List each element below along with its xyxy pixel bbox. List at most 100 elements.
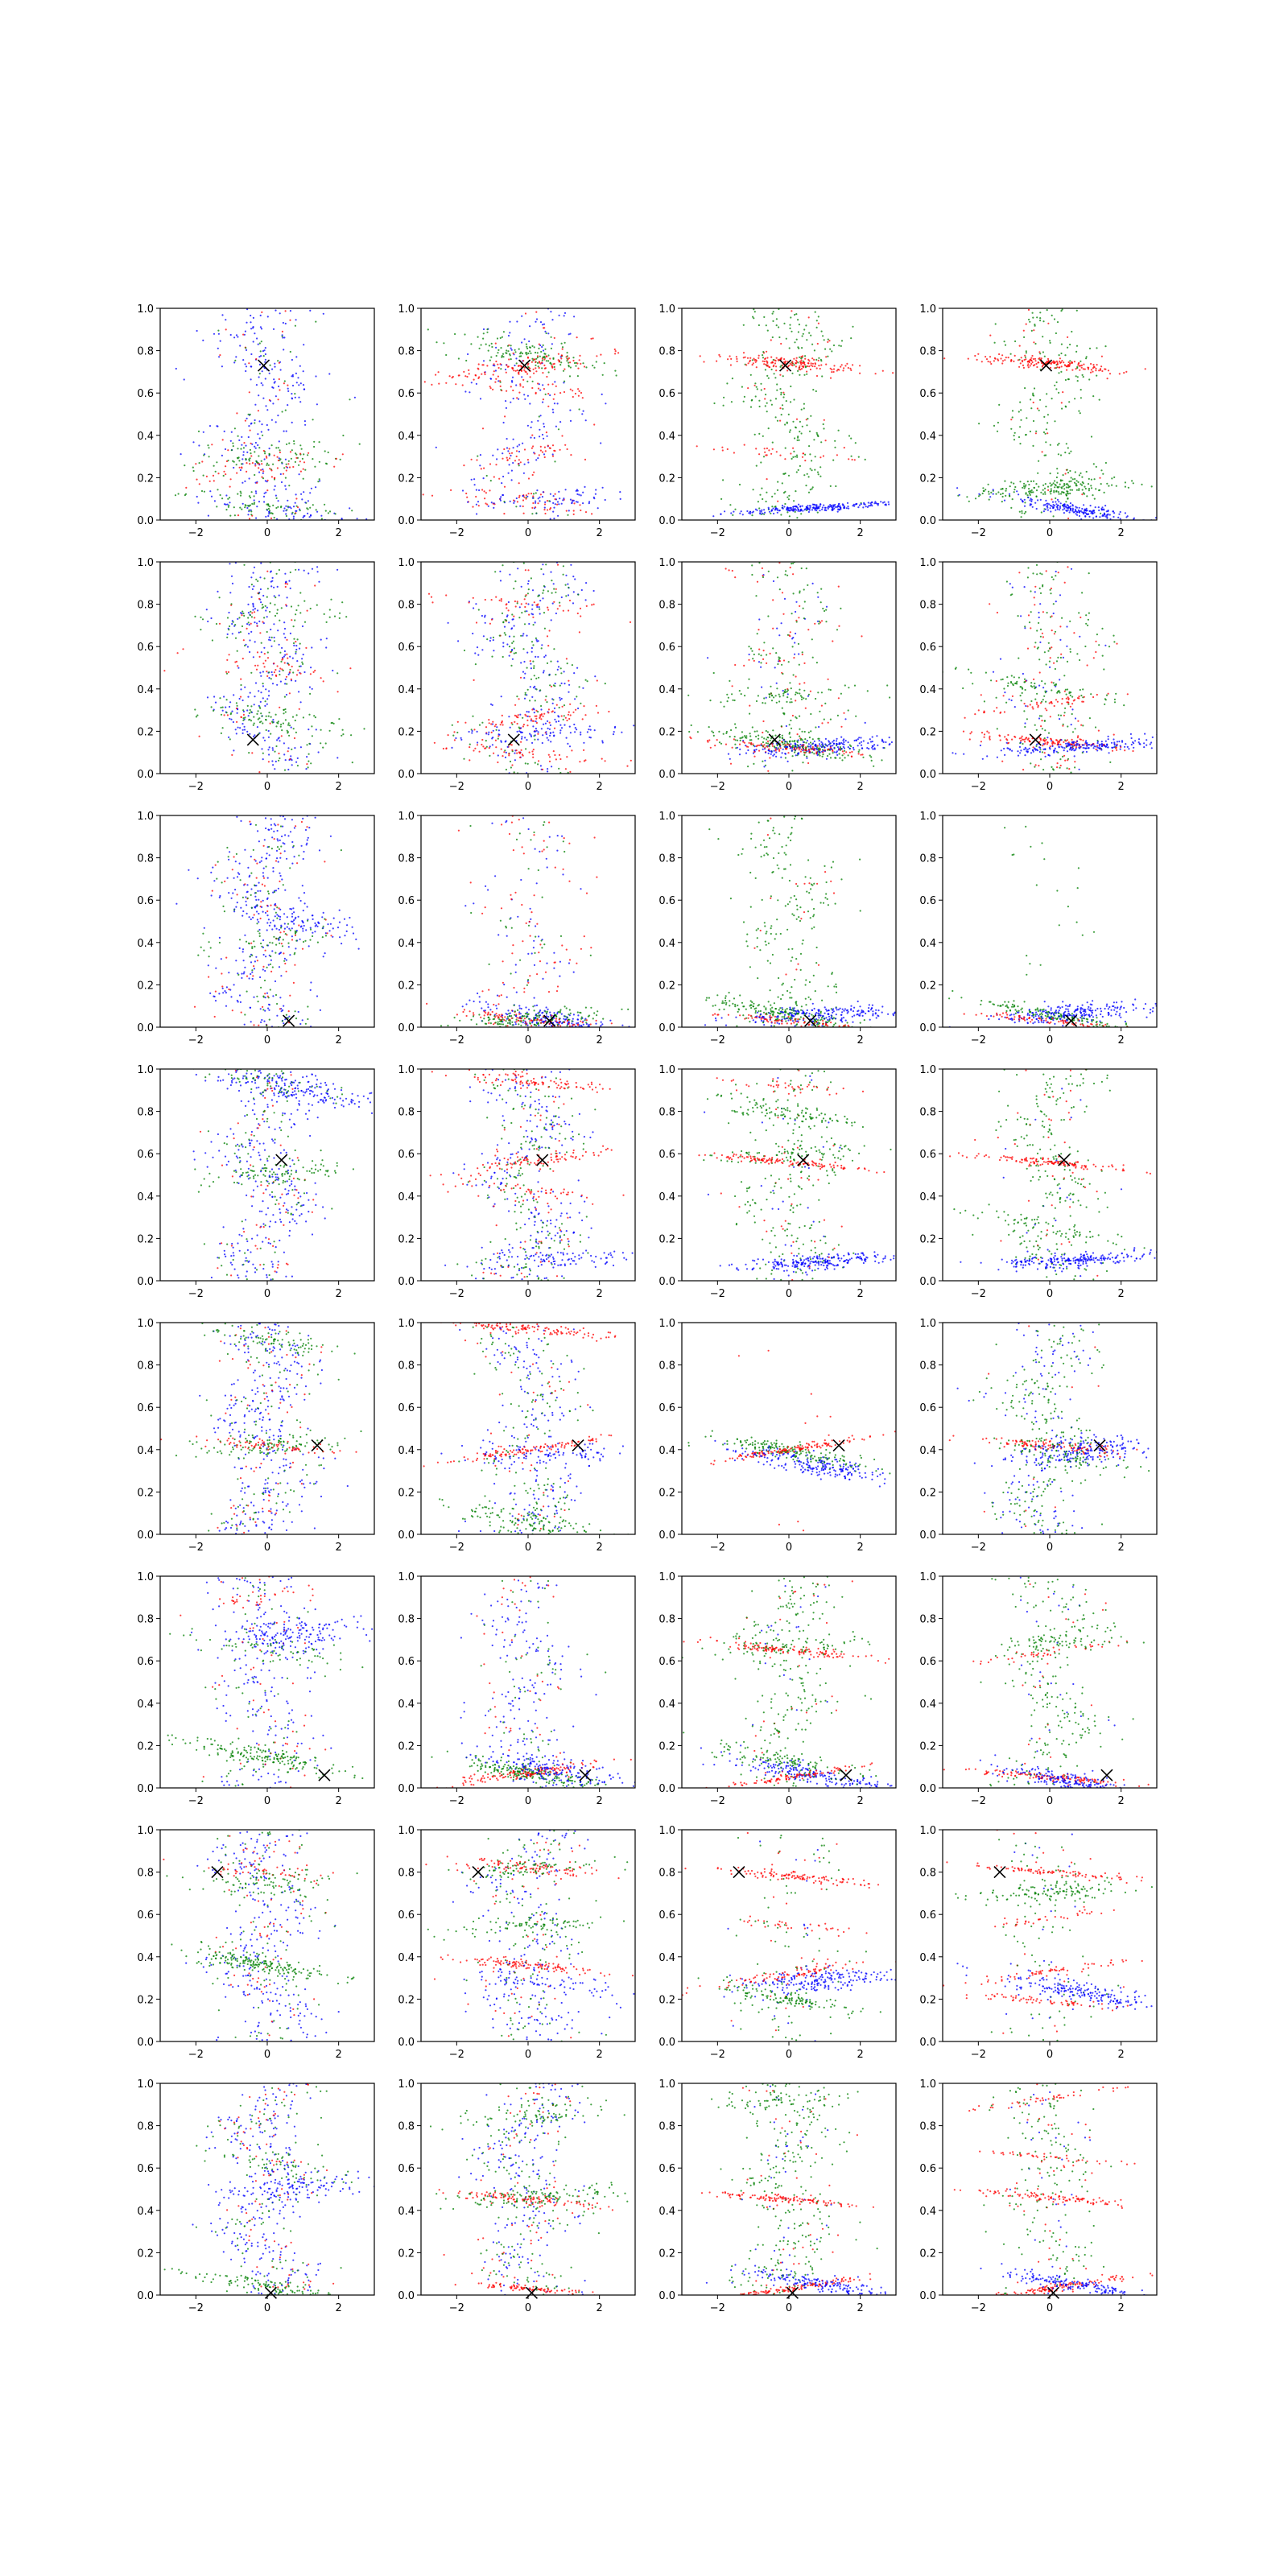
red-point — [514, 460, 517, 462]
blue-point — [580, 494, 582, 497]
blue-point — [260, 328, 263, 330]
green-point — [1045, 454, 1047, 456]
blue-point — [510, 349, 513, 351]
red-point — [511, 764, 514, 766]
green-point — [558, 706, 560, 709]
blue-point — [246, 451, 249, 454]
blue-point — [292, 515, 295, 518]
red-point — [804, 707, 807, 709]
red-point — [789, 566, 791, 569]
blue-point — [852, 505, 854, 507]
green-point — [1051, 398, 1053, 400]
blue-point — [755, 749, 758, 751]
red-point — [811, 748, 813, 750]
green-point — [847, 709, 849, 712]
green-point — [800, 698, 803, 700]
blue-point — [730, 512, 733, 514]
green-point — [1001, 488, 1004, 490]
green-point — [500, 368, 502, 370]
blue-point — [805, 507, 808, 510]
blue-point — [489, 378, 492, 380]
green-point — [267, 715, 270, 717]
red-point — [753, 384, 756, 386]
green-point — [276, 609, 279, 611]
red-point — [485, 492, 488, 494]
y-tick-label: 0.4 — [919, 431, 936, 443]
green-point — [489, 480, 492, 482]
blue-point — [271, 580, 274, 582]
green-point — [233, 427, 236, 430]
green-point — [535, 351, 537, 354]
red-point — [1123, 372, 1125, 374]
green-point — [314, 716, 316, 719]
x-tick-label: −2 — [449, 781, 464, 793]
blue-point — [989, 496, 992, 498]
red-point — [791, 364, 794, 367]
blue-point — [504, 368, 507, 371]
green-point — [778, 658, 780, 661]
green-point — [527, 365, 530, 368]
blue-point — [1167, 524, 1169, 526]
green-point — [1051, 314, 1053, 316]
red-point — [580, 615, 582, 617]
green-point — [1046, 414, 1049, 416]
red-point — [532, 502, 535, 505]
blue-point — [774, 667, 776, 669]
blue-point — [741, 514, 744, 516]
blue-point — [569, 732, 572, 734]
green-point — [525, 343, 528, 345]
blue-point — [582, 410, 584, 412]
red-point — [533, 372, 535, 374]
red-point — [753, 755, 756, 758]
green-point — [236, 704, 238, 707]
blue-point — [479, 398, 482, 400]
green-point — [834, 440, 836, 442]
green-point — [753, 308, 755, 311]
y-tick-label: 0.8 — [919, 346, 936, 358]
blue-point — [558, 503, 560, 506]
red-point — [784, 360, 787, 362]
red-point — [513, 615, 515, 617]
green-point — [560, 672, 563, 675]
blue-point — [1094, 506, 1096, 509]
green-point — [341, 729, 344, 731]
green-point — [811, 656, 814, 658]
blue-point — [1050, 510, 1052, 513]
red-point — [837, 697, 840, 700]
green-point — [229, 625, 231, 628]
green-point — [553, 648, 555, 650]
green-point — [788, 431, 791, 433]
red-point — [820, 620, 824, 622]
blue-point — [256, 622, 258, 625]
blue-point — [1086, 510, 1088, 512]
green-point — [800, 432, 803, 435]
blue-point — [752, 510, 755, 513]
blue-point — [819, 745, 821, 747]
green-point — [294, 513, 296, 515]
red-point — [1056, 363, 1059, 365]
blue-point — [888, 744, 890, 746]
red-point — [551, 383, 554, 386]
y-tick-label: 0.8 — [137, 346, 154, 358]
green-point — [848, 744, 851, 746]
green-point — [277, 722, 279, 724]
green-point — [749, 739, 751, 741]
green-point — [771, 695, 774, 697]
blue-point — [869, 502, 872, 505]
green-point — [712, 731, 715, 734]
red-point — [551, 710, 554, 712]
green-point — [810, 730, 812, 733]
blue-point — [874, 501, 877, 503]
red-point — [1034, 432, 1037, 435]
blue-point — [1069, 510, 1071, 512]
red-point — [250, 622, 252, 625]
blue-point — [1107, 510, 1109, 512]
green-point — [801, 425, 803, 427]
green-point — [1054, 384, 1056, 386]
green-point — [799, 592, 801, 594]
green-point — [739, 739, 741, 742]
green-point — [443, 342, 445, 345]
red-point — [747, 387, 749, 390]
blue-point — [217, 347, 219, 349]
blue-point — [287, 673, 290, 676]
